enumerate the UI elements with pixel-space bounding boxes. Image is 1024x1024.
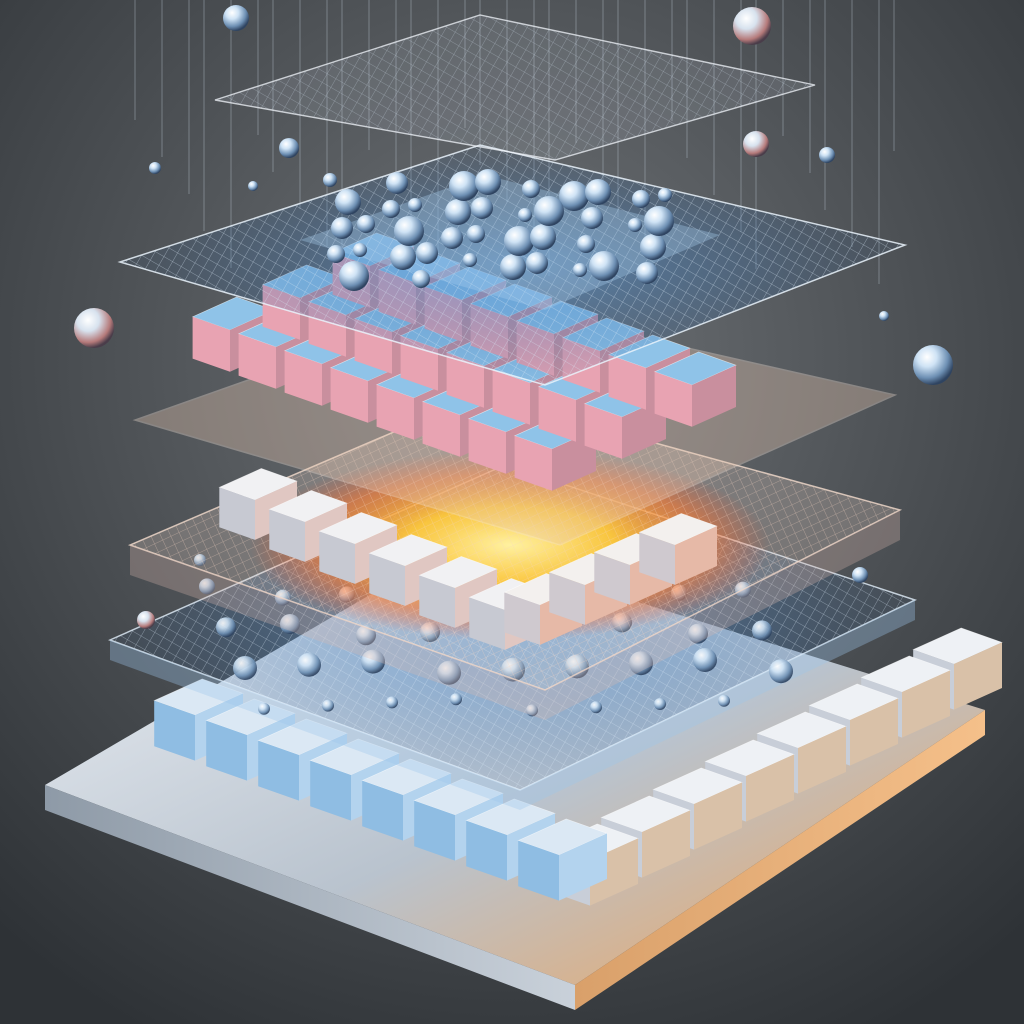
sphere (327, 245, 345, 263)
sphere (573, 263, 587, 277)
sphere (589, 251, 619, 281)
sphere (500, 254, 526, 280)
sphere (530, 224, 556, 250)
sphere (518, 208, 532, 222)
upper-spheres (323, 169, 674, 291)
droplet (629, 651, 653, 676)
sphere (534, 196, 564, 226)
top-glass-sheet (214, 14, 816, 161)
floating-spheres (74, 5, 953, 629)
droplet (654, 698, 666, 710)
sphere (658, 188, 672, 202)
floating-sphere (137, 611, 155, 629)
floating-sphere (74, 308, 114, 348)
droplet (752, 620, 772, 641)
droplet (280, 614, 300, 634)
floating-sphere (733, 7, 771, 45)
sphere (632, 190, 650, 208)
floating-sphere (852, 567, 868, 583)
droplet (437, 660, 461, 685)
floating-sphere (223, 5, 249, 31)
sphere (445, 199, 471, 225)
sphere (471, 197, 493, 219)
middle-cube-grid (218, 468, 718, 650)
droplet (386, 696, 398, 709)
sphere (335, 189, 361, 215)
sphere (449, 171, 479, 201)
sphere (463, 253, 477, 267)
droplet (199, 578, 215, 595)
droplet (297, 652, 321, 677)
sphere (644, 206, 674, 236)
sphere (559, 181, 589, 211)
droplet (769, 659, 793, 684)
sphere (577, 235, 595, 253)
floating-sphere (879, 311, 889, 321)
droplet (361, 649, 385, 674)
droplet (216, 617, 236, 638)
droplet (688, 623, 708, 644)
droplet (233, 656, 257, 680)
sphere (412, 270, 430, 288)
sphere (475, 169, 501, 195)
floating-sphere (819, 147, 835, 163)
floating-sphere (149, 162, 161, 174)
sphere (441, 227, 463, 249)
sphere (640, 234, 666, 260)
sphere (522, 180, 540, 198)
droplet (526, 704, 538, 717)
droplet (258, 702, 270, 715)
sphere (353, 243, 367, 257)
sphere (382, 200, 400, 218)
sphere (416, 242, 438, 264)
sphere (467, 225, 485, 243)
sphere (408, 198, 422, 212)
sphere (323, 173, 337, 187)
bottom-cube-grid (153, 627, 1003, 906)
sphere (526, 252, 548, 274)
sphere (394, 216, 424, 246)
sphere (581, 207, 603, 229)
sphere (339, 261, 369, 291)
droplet (322, 699, 334, 712)
sphere (390, 244, 416, 270)
floating-sphere (743, 131, 769, 157)
floating-sphere (279, 138, 299, 158)
sphere (331, 217, 353, 239)
sphere (628, 218, 642, 232)
sphere (386, 172, 408, 194)
droplet (450, 693, 462, 706)
sphere (357, 215, 375, 233)
droplet (590, 701, 602, 714)
sphere (636, 262, 658, 284)
droplet (718, 694, 730, 707)
cube (653, 351, 737, 427)
sphere (504, 226, 534, 256)
cube (638, 513, 718, 585)
sphere (585, 179, 611, 205)
floating-sphere (248, 181, 258, 191)
droplet (356, 625, 376, 646)
droplet (693, 648, 717, 672)
cube (517, 818, 608, 901)
floating-sphere (913, 345, 953, 385)
